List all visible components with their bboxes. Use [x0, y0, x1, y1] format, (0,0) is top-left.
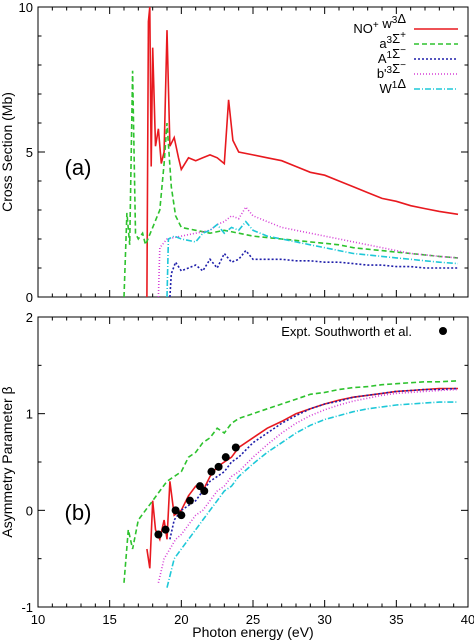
legend-label-5: W1Δ [379, 76, 406, 96]
series-line-3-panel-1 [169, 249, 458, 298]
experiment-point [231, 443, 240, 452]
y-axis-label: Asymmetry Parameter β [0, 386, 15, 537]
legend-label-4: b'3Σ− [377, 60, 406, 81]
x-tick-label: 35 [389, 612, 403, 627]
y-axis-label: Cross Section (Mb) [0, 92, 15, 212]
experiment-point [161, 525, 170, 534]
y-tick-label: 0 [26, 503, 33, 518]
plot-frame-2 [37, 316, 469, 608]
panel-label: (a) [65, 155, 92, 180]
series-line-4-panel-2 [157, 388, 459, 583]
y-tick-label: -1 [21, 600, 33, 615]
legend-label-2: a3Σ+ [379, 30, 406, 51]
x-tick-label: 20 [174, 612, 188, 627]
experiment-point [207, 467, 216, 476]
x-tick-label: 15 [102, 612, 116, 627]
legend-experiment-marker [439, 327, 447, 335]
legend-label-3: A1Σ− [378, 45, 406, 66]
y-tick-label: 1 [26, 407, 33, 422]
series-line-5-panel-1 [166, 220, 459, 298]
y-tick-label: 0 [26, 290, 33, 305]
experiment-point [185, 496, 194, 505]
series-line-3-panel-2 [169, 387, 459, 540]
x-tick-label: 40 [461, 612, 474, 627]
y-tick-label: 5 [26, 145, 33, 160]
series-line-1-panel-1 [146, 6, 459, 298]
x-axis-label: Photon energy (eV) [192, 624, 313, 640]
y-tick-label: 2 [26, 310, 33, 325]
series-line-5-panel-2 [166, 401, 458, 588]
legend-experiment-label: Expt. Southworth et al. [281, 324, 412, 339]
x-tick-label: 25 [246, 612, 260, 627]
series-line-4-panel-1 [157, 205, 459, 298]
experiment-point [221, 453, 230, 462]
x-tick-label: 30 [317, 612, 331, 627]
y-tick-label: 10 [19, 0, 33, 15]
series-line-2-panel-2 [123, 380, 459, 583]
series-line-2-panel-1 [123, 70, 459, 298]
experiment-point [154, 530, 163, 539]
experiment-point [200, 487, 209, 495]
experiment-point [214, 462, 223, 471]
legend-label-1: NO+ w3Δ [353, 11, 406, 36]
experiment-point [177, 511, 186, 520]
series-line-1-panel-2 [146, 387, 458, 569]
x-tick-label: 10 [31, 612, 45, 627]
experiment-point [171, 506, 180, 515]
panel-label: (b) [65, 500, 92, 525]
